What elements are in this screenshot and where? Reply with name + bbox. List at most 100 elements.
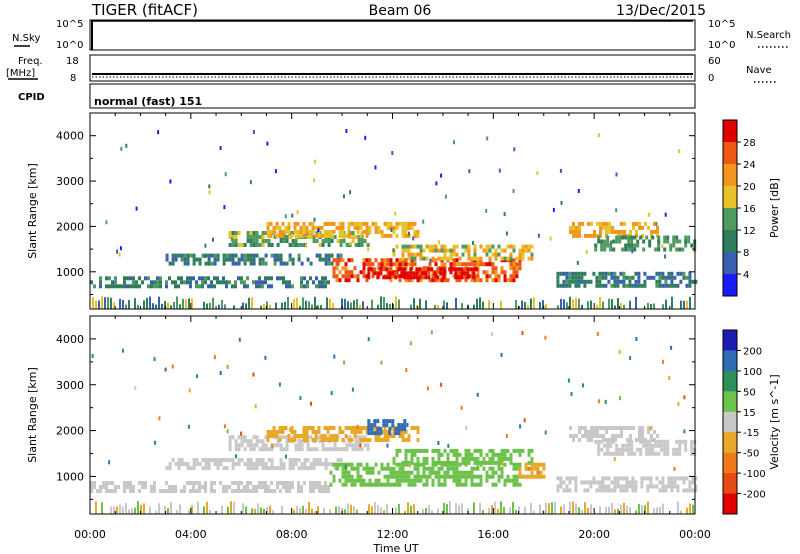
data-cell bbox=[359, 225, 363, 230]
data-cell bbox=[631, 488, 635, 493]
data-cell bbox=[225, 253, 229, 258]
data-cell bbox=[192, 257, 196, 262]
data-cell bbox=[255, 458, 259, 463]
data-cell bbox=[482, 270, 486, 275]
data-cell bbox=[556, 488, 560, 493]
data-cell bbox=[587, 507, 589, 514]
data-cell bbox=[617, 434, 620, 438]
data-cell bbox=[539, 462, 543, 467]
data-cell bbox=[622, 275, 626, 280]
data-cell bbox=[482, 262, 486, 267]
data-cell bbox=[356, 229, 360, 234]
data-cell bbox=[249, 239, 253, 243]
data-cell bbox=[174, 280, 177, 285]
freq-unit: [MHz] bbox=[6, 68, 35, 79]
data-cell bbox=[249, 458, 253, 463]
data-cell bbox=[676, 271, 680, 276]
data-cell bbox=[609, 247, 613, 252]
data-cell bbox=[267, 485, 270, 489]
data-cell bbox=[362, 482, 366, 487]
data-cell bbox=[114, 489, 117, 493]
data-cell bbox=[300, 485, 303, 489]
data-cell bbox=[649, 480, 653, 485]
data-cell bbox=[609, 451, 613, 456]
data-cell bbox=[285, 239, 289, 243]
data-cell bbox=[282, 276, 285, 281]
data-cell bbox=[634, 480, 638, 485]
data-cell bbox=[645, 235, 649, 240]
data-cell bbox=[158, 503, 160, 514]
data-cell bbox=[401, 252, 405, 257]
data-cell bbox=[367, 247, 370, 252]
data-cell bbox=[485, 248, 489, 253]
data-cell bbox=[370, 423, 374, 428]
data-cell bbox=[270, 276, 273, 281]
data-cell bbox=[617, 426, 620, 430]
data-cell bbox=[101, 296, 103, 309]
data-cell bbox=[377, 434, 381, 438]
data-cell bbox=[572, 225, 575, 230]
data-cell bbox=[357, 435, 361, 440]
data-cell bbox=[412, 275, 416, 280]
data-cell bbox=[635, 438, 638, 442]
data-cell bbox=[383, 262, 387, 267]
data-cell bbox=[410, 262, 414, 267]
data-cell bbox=[293, 434, 297, 438]
data-cell bbox=[222, 485, 225, 489]
data-cell bbox=[212, 237, 214, 242]
data-cell bbox=[394, 427, 398, 432]
data-cell bbox=[610, 480, 614, 485]
data-cell bbox=[279, 462, 283, 467]
data-cell bbox=[99, 284, 102, 289]
data-cell bbox=[270, 284, 273, 289]
data-cell bbox=[285, 443, 289, 448]
data-cell bbox=[498, 168, 501, 173]
data-cell bbox=[140, 504, 142, 514]
data-cell bbox=[685, 488, 689, 493]
data-cell bbox=[431, 510, 433, 514]
data-cell bbox=[632, 225, 635, 230]
data-cell bbox=[122, 506, 124, 514]
data-cell bbox=[207, 276, 210, 281]
data-cell bbox=[537, 233, 540, 238]
data-cell bbox=[243, 257, 247, 262]
data-cell bbox=[108, 481, 111, 485]
data-cell bbox=[216, 257, 220, 262]
data-cell bbox=[234, 462, 238, 467]
data-cell bbox=[691, 279, 695, 284]
colorbar-segment bbox=[723, 452, 737, 474]
data-cell bbox=[356, 424, 359, 429]
data-cell bbox=[389, 466, 393, 471]
data-cell bbox=[365, 426, 369, 430]
data-cell bbox=[288, 462, 292, 467]
data-cell bbox=[616, 283, 620, 288]
data-cell bbox=[254, 404, 257, 409]
data-cell bbox=[362, 221, 366, 226]
data-cell bbox=[443, 278, 447, 283]
data-cell bbox=[365, 438, 369, 442]
data-cell bbox=[252, 435, 256, 440]
data-cell bbox=[449, 248, 453, 253]
data-cell bbox=[161, 303, 163, 309]
data-cell bbox=[264, 231, 268, 235]
data-cell bbox=[624, 243, 628, 248]
data-cell bbox=[461, 460, 465, 465]
data-cell bbox=[663, 439, 667, 444]
data-cell bbox=[335, 278, 339, 283]
data-cell bbox=[452, 248, 456, 253]
data-cell bbox=[530, 448, 534, 453]
data-cell bbox=[395, 266, 399, 271]
data-cell bbox=[192, 462, 196, 467]
data-cell bbox=[491, 278, 495, 283]
data-cell bbox=[446, 248, 450, 253]
data-cell bbox=[318, 280, 321, 285]
data-cell bbox=[310, 401, 312, 406]
data-cell bbox=[606, 239, 610, 244]
data-cell bbox=[321, 447, 325, 452]
data-cell bbox=[410, 252, 414, 257]
data-cell bbox=[595, 480, 599, 485]
data-cell bbox=[449, 501, 451, 514]
data-cell bbox=[470, 270, 474, 275]
data-cell bbox=[362, 266, 366, 271]
data-cell bbox=[503, 256, 507, 261]
